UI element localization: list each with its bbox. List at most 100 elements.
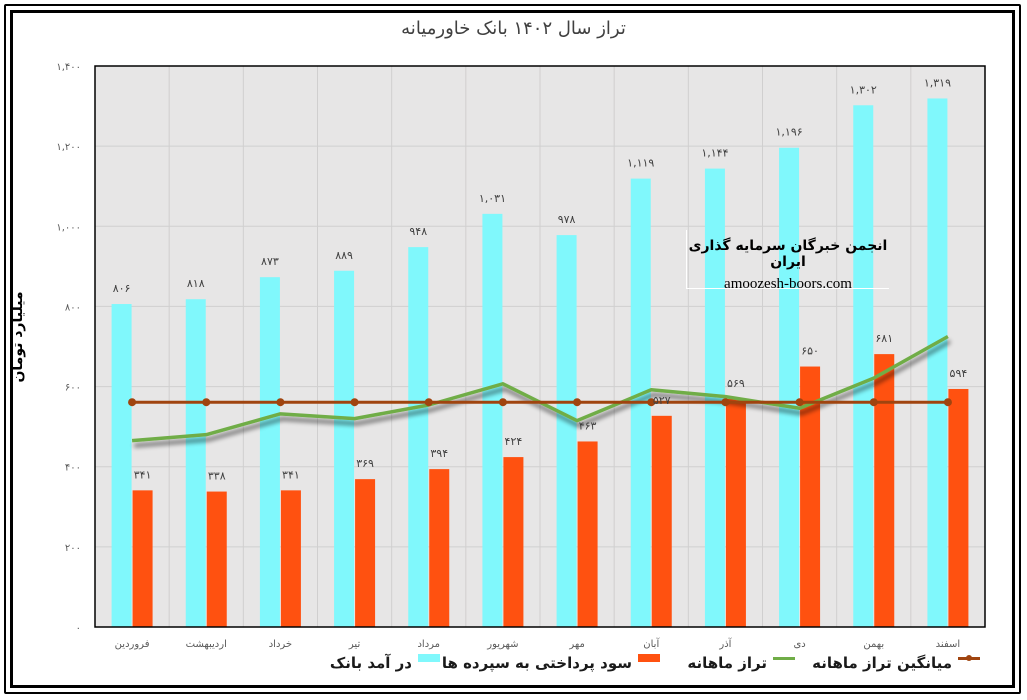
bar-income[interactable] (334, 270, 355, 627)
x-axis-ticks: فروردین اردیبهشت خرداد تیر مرداد شهریور مهر آبا… (115, 637, 960, 650)
data-label-income: ۱,۳۱۹ (924, 76, 951, 89)
bar-income[interactable] (853, 105, 874, 627)
data-label-interest-paid: ۶۵۰ (801, 345, 819, 358)
plot-border (94, 65, 986, 628)
data-labels: ۸۰۶ ۳۴۱ ۸۱۸ ۳۳۸ ۸۷۳ ۳۴۱ ۸۸۹ ۳۶۹ ۹۴۸ ۳۹۴ ۱,۰۳۱ ۴۲۴ ۹۷… (113, 76, 968, 482)
bar-interest-paid[interactable] (874, 354, 895, 627)
marker-average-balance[interactable] (350, 398, 359, 407)
legend-label-income: در آمد بانک (329, 654, 412, 672)
marker-average-balance[interactable] (721, 398, 730, 407)
x-tick-label: خرداد (269, 639, 292, 650)
bar-interest-paid[interactable] (651, 415, 672, 627)
legend: میانگین تراز ماهانه تراز ماهانه سود پردا… (320, 652, 980, 674)
data-label-interest-paid: ۳۴۱ (282, 468, 300, 481)
bar-interest-paid[interactable] (132, 490, 153, 627)
data-label-interest-paid: ۳۳۸ (208, 470, 226, 483)
watermark-url: amoozesh-boors.com (724, 276, 852, 292)
data-label-income: ۸۱۸ (187, 277, 205, 290)
y-axis-ticks: ۰ ۲۰۰ ۴۰۰ ۶۰۰ ۸۰۰ ۱,۰۰۰ ۱,۲۰۰ ۱,۴۰۰ (56, 62, 81, 634)
legend-swatch-monthly-balance (773, 657, 795, 660)
y-tick-label: ۰ (76, 623, 81, 634)
bar-income[interactable] (185, 299, 206, 627)
y-tick-label: ۸۰۰ (65, 302, 81, 313)
data-label-income: ۸۷۳ (261, 255, 279, 268)
data-label-income: ۱,۱۹۶ (776, 126, 803, 139)
marker-average-balance[interactable] (869, 398, 878, 407)
x-tick-label: مرداد (417, 639, 440, 650)
bar-income[interactable] (482, 213, 503, 627)
data-label-interest-paid: ۳۶۹ (356, 457, 374, 470)
bar-interest-paid[interactable] (725, 398, 746, 627)
legend-swatch-average (958, 655, 980, 661)
bar-interest-paid[interactable] (429, 469, 450, 627)
marker-average-balance[interactable] (943, 398, 952, 407)
marker-average-balance[interactable] (647, 398, 656, 407)
data-label-interest-paid: ۴۲۴ (505, 435, 523, 448)
data-label-interest-paid: ۴۶۳ (579, 419, 597, 432)
legend-label-monthly-balance: تراز ماهانه (687, 654, 767, 672)
bar-interest-paid[interactable] (577, 441, 598, 627)
marker-average-balance[interactable] (276, 398, 285, 407)
watermark: انجمن خبرگان سرمایه گذاری ایران amoozesh… (686, 230, 889, 292)
x-tick-label: فروردین (115, 639, 150, 650)
y-tick-label: ۱,۲۰۰ (56, 142, 81, 153)
data-label-interest-paid: ۵۲۷ (653, 394, 671, 407)
legend-item-average[interactable]: میانگین تراز ماهانه (812, 652, 980, 674)
inner-frame (10, 10, 1015, 688)
marker-average-balance[interactable] (424, 398, 433, 407)
bar-interest-paid[interactable] (355, 479, 376, 627)
outer-frame (4, 4, 1021, 694)
bar-income[interactable] (779, 147, 800, 627)
marker-average-balance[interactable] (795, 398, 804, 407)
bar-income[interactable] (704, 168, 725, 627)
bar-income[interactable] (927, 98, 948, 627)
chart-title: تراز سال ۱۴۰۲ بانک خاورمیانه (401, 18, 626, 39)
bar-interest-paid[interactable] (280, 490, 301, 627)
bar-interest-paid[interactable] (206, 491, 227, 627)
data-label-income: ۱,۱۴۴ (701, 147, 728, 160)
y-tick-label: ۱,۰۰۰ (56, 222, 81, 233)
data-label-interest-paid: ۳۹۴ (430, 447, 448, 460)
x-tick-label: تیر (348, 639, 361, 650)
watermark-title: انجمن خبرگان سرمایه گذاری ایران (688, 238, 888, 270)
data-label-income: ۱,۱۱۹ (627, 157, 654, 170)
y-tick-label: ۱,۴۰۰ (56, 62, 81, 73)
legend-swatch-interest-paid (638, 654, 660, 662)
x-tick-label: اردیبهشت (186, 639, 227, 650)
legend-item-monthly-balance[interactable]: تراز ماهانه (687, 652, 795, 674)
lines (128, 334, 952, 443)
x-tick-label: بهمن (863, 639, 884, 650)
legend-item-income[interactable]: در آمد بانک (330, 652, 440, 674)
marker-average-balance[interactable] (498, 398, 507, 407)
marker-average-balance[interactable] (573, 398, 582, 407)
bar-income[interactable] (259, 277, 280, 627)
x-tick-label: آذر (718, 637, 732, 650)
data-label-interest-paid: ۵۶۹ (727, 377, 745, 390)
bar-interest-paid[interactable] (948, 388, 969, 627)
data-label-interest-paid: ۵۹۴ (950, 367, 968, 380)
data-label-income: ۱,۳۰۲ (850, 83, 877, 96)
data-label-income: ۸۰۶ (113, 282, 131, 295)
legend-label-interest-paid: سود پرداختی به سپرده ها (441, 654, 632, 672)
data-label-income: ۸۸۹ (335, 249, 353, 262)
bar-income[interactable] (408, 247, 429, 627)
marker-average-balance[interactable] (202, 398, 211, 407)
legend-label-average: میانگین تراز ماهانه (812, 654, 952, 672)
bar-income[interactable] (556, 235, 577, 627)
data-label-interest-paid: ۳۴۱ (134, 468, 152, 481)
y-tick-label: ۶۰۰ (65, 383, 81, 394)
data-label-income: ۹۷۸ (558, 213, 576, 226)
marker-average-balance[interactable] (128, 398, 137, 407)
data-label-interest-paid: ۶۸۱ (875, 332, 893, 345)
bars (111, 98, 969, 627)
y-tick-label: ۴۰۰ (65, 463, 81, 474)
x-tick-label: مهر (568, 639, 584, 650)
x-tick-label: دی (793, 639, 805, 650)
bar-interest-paid[interactable] (503, 457, 524, 627)
data-label-income: ۹۴۸ (409, 225, 427, 238)
bar-interest-paid[interactable] (800, 366, 821, 627)
legend-item-interest-paid[interactable]: سود پرداختی به سپرده ها (442, 652, 660, 674)
x-tick-label: شهریور (486, 639, 518, 650)
bar-income[interactable] (111, 304, 132, 627)
